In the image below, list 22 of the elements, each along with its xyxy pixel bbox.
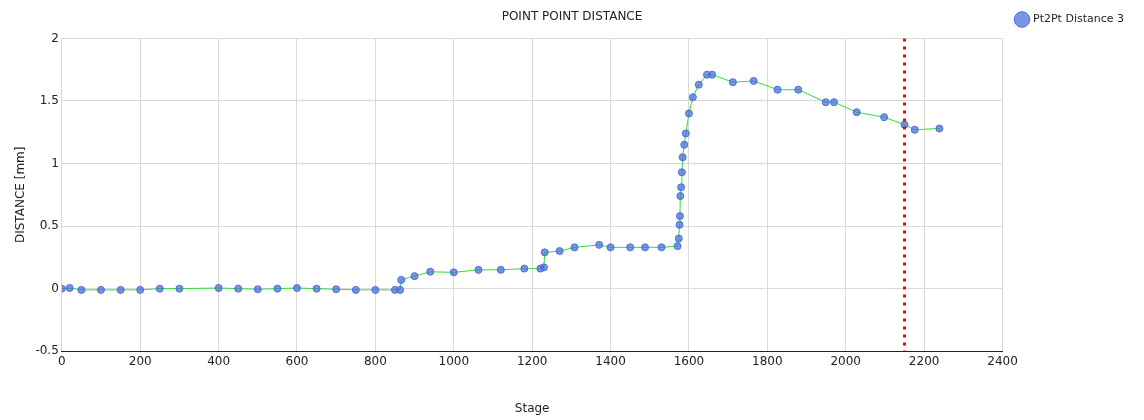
- x-tick-label: 200: [128, 353, 152, 368]
- y-tick-label: -0.5: [35, 343, 59, 358]
- x-tick-label: 2200: [908, 353, 940, 368]
- x-tick-label: 800: [363, 353, 387, 368]
- y-tick-label: 0: [51, 280, 59, 295]
- legend-label: Pt2Pt Distance 3: [1033, 12, 1124, 26]
- y-axis-title: DISTANCE [mm]: [13, 146, 28, 244]
- x-tick-label: 2400: [987, 353, 1018, 368]
- x-tick-label: 400: [207, 353, 231, 368]
- y-tick-label: 2: [51, 30, 59, 45]
- x-tick-label: 1800: [752, 353, 783, 368]
- x-tick-label: 600: [285, 353, 309, 368]
- y-tick-label: 1.5: [39, 93, 59, 108]
- x-tick-label: 1200: [516, 353, 548, 368]
- x-tick-label: 2000: [830, 353, 862, 368]
- y-tick-label: 0.5: [39, 218, 59, 233]
- x-tick-label: 1400: [595, 353, 626, 368]
- x-axis-title: Stage: [514, 400, 550, 415]
- y-tick-label: 1: [51, 155, 59, 170]
- chart-title: POINT POINT DISTANCE: [501, 9, 643, 24]
- x-tick-label: 1600: [673, 353, 705, 368]
- x-tick-label: 1000: [438, 353, 470, 368]
